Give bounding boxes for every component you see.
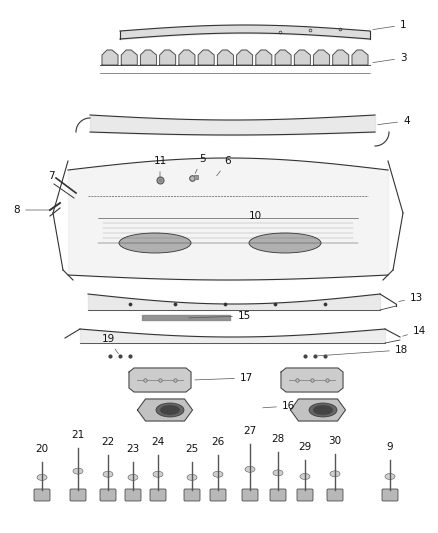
Text: 10: 10 — [248, 211, 261, 221]
FancyBboxPatch shape — [125, 489, 141, 501]
Text: 13: 13 — [399, 293, 423, 303]
Ellipse shape — [119, 233, 191, 253]
Polygon shape — [138, 399, 192, 421]
Ellipse shape — [313, 405, 333, 415]
Text: 5: 5 — [195, 154, 205, 173]
Ellipse shape — [153, 471, 163, 477]
Ellipse shape — [128, 474, 138, 480]
Polygon shape — [275, 50, 291, 65]
Ellipse shape — [300, 473, 310, 480]
Text: 27: 27 — [244, 426, 257, 436]
Polygon shape — [314, 50, 329, 65]
Text: 3: 3 — [373, 53, 406, 63]
Text: 30: 30 — [328, 436, 342, 446]
Polygon shape — [237, 50, 253, 65]
FancyBboxPatch shape — [382, 489, 398, 501]
Ellipse shape — [309, 403, 337, 417]
Text: 8: 8 — [14, 205, 49, 215]
Ellipse shape — [156, 403, 184, 417]
Text: 29: 29 — [298, 442, 311, 452]
Text: 11: 11 — [153, 156, 166, 177]
Ellipse shape — [273, 470, 283, 476]
Text: 28: 28 — [272, 434, 285, 444]
Text: 23: 23 — [127, 444, 140, 454]
Polygon shape — [217, 50, 233, 65]
Text: 17: 17 — [195, 373, 253, 383]
Text: 25: 25 — [185, 444, 198, 454]
Text: 18: 18 — [318, 345, 408, 356]
Polygon shape — [333, 50, 349, 65]
FancyBboxPatch shape — [150, 489, 166, 501]
Text: 6: 6 — [217, 156, 231, 176]
Ellipse shape — [103, 471, 113, 477]
Text: 4: 4 — [378, 116, 410, 126]
FancyBboxPatch shape — [184, 489, 200, 501]
Ellipse shape — [187, 474, 197, 480]
Text: 21: 21 — [71, 430, 85, 440]
Polygon shape — [290, 399, 346, 421]
Polygon shape — [352, 50, 368, 65]
Polygon shape — [160, 50, 176, 65]
Polygon shape — [121, 50, 137, 65]
Text: 22: 22 — [101, 437, 115, 447]
Text: 14: 14 — [403, 326, 426, 336]
Text: 26: 26 — [212, 437, 225, 447]
Text: 16: 16 — [263, 401, 295, 411]
Ellipse shape — [385, 473, 395, 480]
FancyBboxPatch shape — [70, 489, 86, 501]
Polygon shape — [281, 368, 343, 392]
Polygon shape — [179, 50, 195, 65]
Ellipse shape — [73, 468, 83, 474]
Polygon shape — [102, 50, 118, 65]
Text: 19: 19 — [101, 334, 118, 354]
FancyBboxPatch shape — [297, 489, 313, 501]
Polygon shape — [141, 50, 156, 65]
Polygon shape — [198, 50, 214, 65]
FancyBboxPatch shape — [100, 489, 116, 501]
Polygon shape — [256, 50, 272, 65]
FancyBboxPatch shape — [242, 489, 258, 501]
Text: 24: 24 — [152, 437, 165, 447]
Text: 20: 20 — [35, 444, 49, 454]
Ellipse shape — [37, 474, 47, 480]
Text: 9: 9 — [387, 442, 393, 452]
FancyBboxPatch shape — [34, 489, 50, 501]
Text: 1: 1 — [373, 20, 406, 30]
Polygon shape — [129, 368, 191, 392]
Ellipse shape — [213, 471, 223, 477]
Ellipse shape — [160, 405, 180, 415]
Ellipse shape — [245, 466, 255, 472]
Text: 7: 7 — [48, 171, 60, 182]
FancyBboxPatch shape — [327, 489, 343, 501]
Text: 15: 15 — [189, 311, 251, 321]
FancyBboxPatch shape — [210, 489, 226, 501]
Polygon shape — [294, 50, 310, 65]
Ellipse shape — [249, 233, 321, 253]
FancyBboxPatch shape — [270, 489, 286, 501]
Ellipse shape — [330, 471, 340, 477]
